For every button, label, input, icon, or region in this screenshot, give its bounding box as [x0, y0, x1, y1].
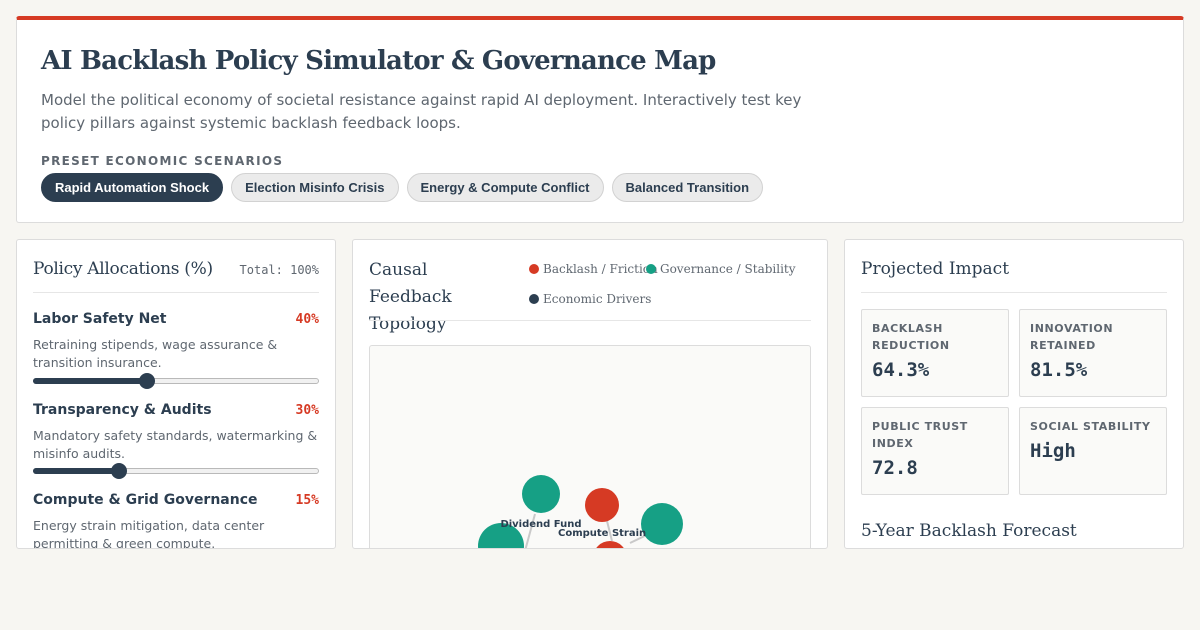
topology-edge [606, 520, 613, 542]
metric-label: BACKLASH REDUCTION [872, 322, 950, 352]
legend-item-governance: Governance / Stability [646, 262, 796, 276]
topology-node-label: Compute Strain [558, 528, 646, 539]
topology-graph[interactable]: Dividend Fund Compute Strain [369, 345, 811, 549]
panel-divider [33, 292, 319, 293]
topology-node[interactable] [641, 503, 683, 545]
topology-graph-canvas: Dividend Fund Compute Strain [478, 475, 683, 549]
metric-backlash-reduction: BACKLASH REDUCTION 64.3% [861, 309, 1009, 397]
topology-edge [524, 513, 536, 548]
projected-impact-title: Projected Impact [861, 259, 1010, 279]
preset-election-misinfo-crisis-button[interactable]: Election Misinfo Crisis [231, 173, 399, 202]
policy-allocations-panel: Policy Allocations (%) Total: 100% Labor… [16, 239, 336, 549]
preset-energy-compute-conflict-button[interactable]: Energy & Compute Conflict [406, 173, 604, 202]
policy-name: Labor Safety Net [33, 311, 167, 327]
page-subtitle: Model the political economy of societal … [41, 91, 802, 132]
labor-safety-net-slider[interactable] [33, 373, 319, 389]
metric-value: 64.3% [872, 359, 930, 381]
legend-dot-icon [646, 264, 656, 274]
causal-feedback-topology-panel: Causal Feedback Topology Backlash / Fric… [352, 239, 828, 549]
preset-scenario-list: Rapid Automation Shock Election Misinfo … [41, 173, 764, 202]
legend-item-backlash: Backlash / Friction [529, 262, 658, 276]
policy-percentage: 30% [295, 403, 319, 418]
metric-social-stability: SOCIAL STABILITY High [1019, 407, 1167, 495]
metric-value: 81.5% [1030, 359, 1088, 381]
topology-node[interactable] [585, 488, 619, 522]
legend-dot-icon [529, 294, 539, 304]
metric-value: High [1030, 440, 1076, 462]
legend-label: Economic Drivers [543, 292, 652, 306]
panel-divider [369, 320, 811, 321]
policy-description: Energy strain mitigation, data center pe… [33, 518, 265, 549]
metric-label: PUBLIC TRUST INDEX [872, 420, 968, 450]
metric-label: INNOVATION RETAINED [1030, 322, 1114, 352]
page-title: AI Backlash Policy Simulator & Governanc… [41, 46, 716, 76]
policy-allocations-title: Policy Allocations (%) [33, 259, 213, 279]
legend-item-economic: Economic Drivers [529, 292, 651, 306]
slider-fill [33, 378, 148, 384]
preset-balanced-transition-button[interactable]: Balanced Transition [611, 173, 764, 202]
legend-label: Governance / Stability [660, 262, 796, 276]
header-card: AI Backlash Policy Simulator & Governanc… [16, 16, 1184, 223]
topology-node[interactable] [478, 523, 524, 549]
legend-label: Backlash / Friction [543, 262, 658, 276]
preset-rapid-automation-shock-button[interactable]: Rapid Automation Shock [41, 173, 224, 202]
metric-public-trust-index: PUBLIC TRUST INDEX 72.8 [861, 407, 1009, 495]
topology-title: Causal Feedback Topology [369, 260, 452, 334]
preset-scenarios-label: PRESET ECONOMIC SCENARIOS [41, 154, 284, 168]
policy-percentage: 40% [295, 312, 319, 327]
backlash-forecast-title: 5-Year Backlash Forecast [861, 521, 1077, 541]
metric-value: 72.8 [872, 457, 918, 479]
projected-impact-panel: Projected Impact BACKLASH REDUCTION 64.3… [844, 239, 1184, 549]
transparency-audits-slider[interactable] [33, 463, 319, 479]
policy-percentage: 15% [295, 493, 319, 508]
policy-description: Retraining stipends, wage assurance & tr… [33, 337, 278, 370]
topology-node[interactable] [522, 475, 560, 513]
slider-thumb[interactable] [139, 373, 156, 389]
metric-label: SOCIAL STABILITY [1030, 420, 1151, 433]
allocation-total: Total: 100% [239, 263, 319, 277]
panel-divider [861, 292, 1167, 293]
topology-node[interactable] [593, 541, 627, 549]
slider-thumb[interactable] [110, 463, 127, 479]
policy-name: Transparency & Audits [33, 402, 212, 418]
metric-innovation-retained: INNOVATION RETAINED 81.5% [1019, 309, 1167, 397]
legend-dot-icon [529, 264, 539, 274]
policy-name: Compute & Grid Governance [33, 492, 258, 508]
policy-description: Mandatory safety standards, watermarking… [33, 428, 318, 461]
topology-node-label: Dividend Fund [500, 519, 581, 530]
slider-fill [33, 468, 119, 474]
